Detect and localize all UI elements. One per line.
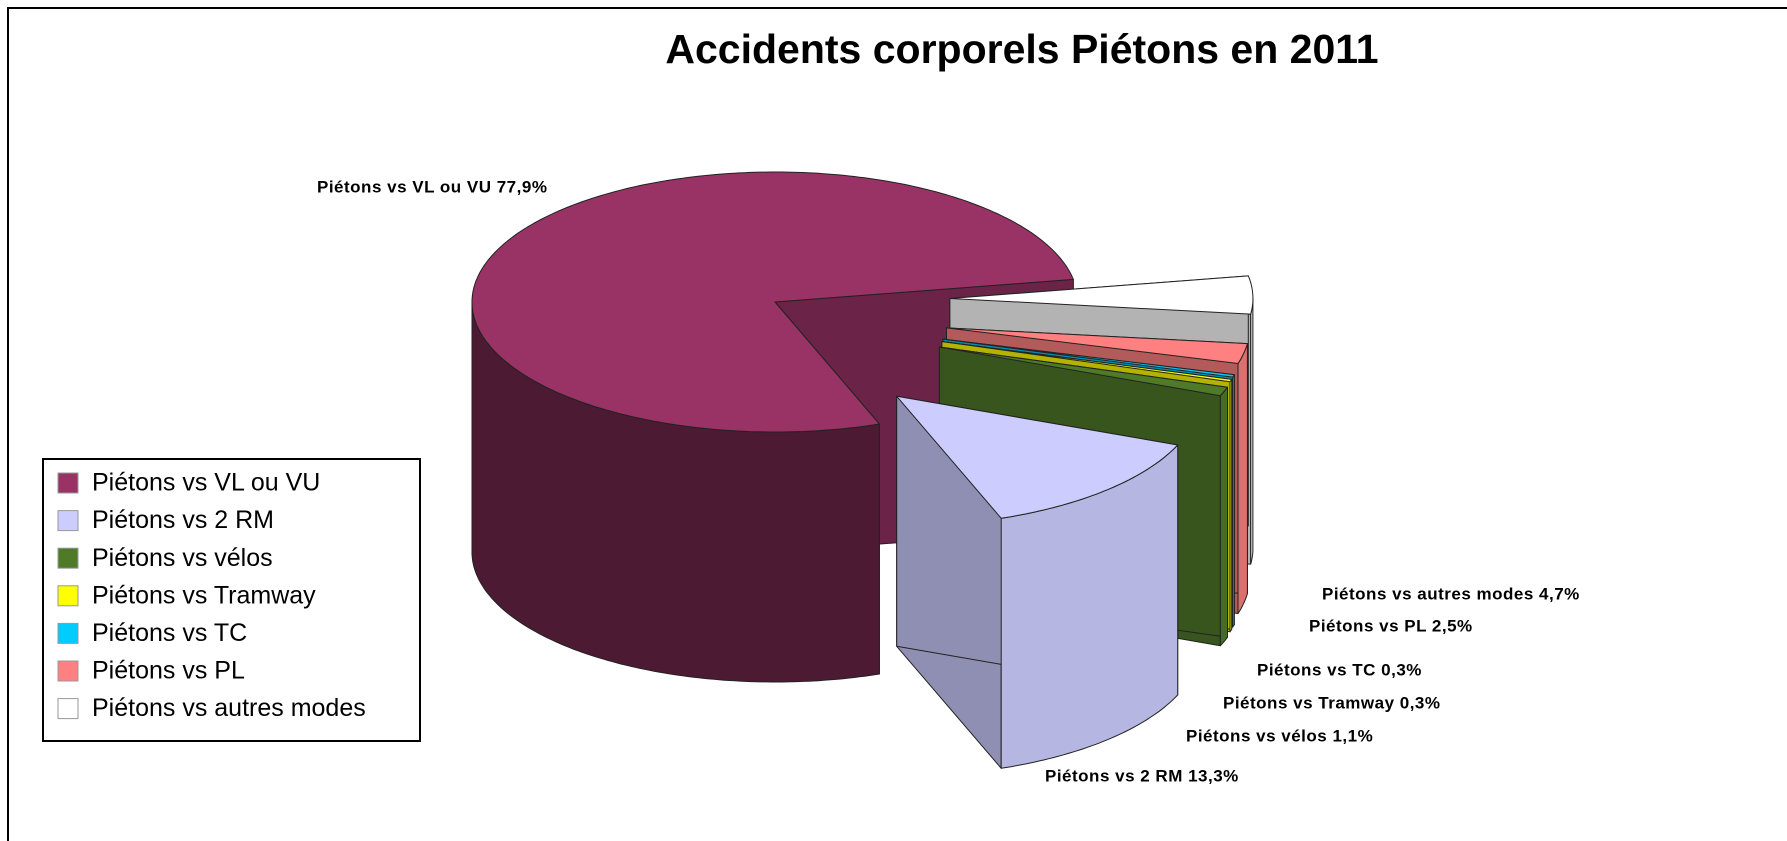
legend-label: Piétons vs VL ou VU — [92, 469, 320, 497]
slice — [471, 171, 1074, 433]
legend-label: Piétons vs autres modes — [92, 694, 366, 722]
legend-swatch — [57, 585, 79, 607]
chart-title: Accidents corporels Piétons en 2011 — [665, 26, 1378, 72]
slice-wall — [1219, 386, 1228, 647]
slice — [946, 327, 1248, 364]
legend-label: Piétons vs 2 RM — [92, 506, 274, 534]
pie — [471, 171, 1254, 769]
data-label: Piétons vs PL 2,5% — [1309, 616, 1473, 635]
slice — [949, 275, 1254, 315]
data-label: Piétons vs vélos 1,1% — [1186, 726, 1373, 745]
slice — [938, 346, 1228, 397]
slice — [942, 338, 1235, 378]
labels: Piétons vs VL ou VU 77,9% Piétons vs 2 RM… — [317, 177, 1580, 785]
legend-swatch — [57, 698, 79, 720]
slice — [896, 395, 1179, 519]
legend: Piétons vs VL ou VU Piétons vs 2 RM Piéton… — [57, 469, 366, 722]
legend-label: Piétons vs vélos — [92, 544, 273, 572]
legend-swatch — [57, 660, 79, 682]
legend-box — [42, 458, 421, 742]
slice-wall — [1232, 374, 1235, 628]
slice-wall — [1237, 343, 1248, 614]
data-label: Piétons vs VL ou VU 77,9% — [317, 177, 547, 196]
legend-swatch — [57, 472, 79, 494]
legend-swatch — [57, 510, 79, 532]
legend-label: Piétons vs PL — [92, 657, 245, 685]
legend-swatch — [57, 547, 79, 569]
data-label: Piétons vs autres modes 4,7% — [1322, 584, 1580, 603]
data-label: Piétons vs Tramway 0,3% — [1223, 693, 1441, 712]
data-label: Piétons vs 2 RM 13,3% — [1045, 766, 1239, 785]
legend-swatch — [57, 622, 79, 644]
slice — [941, 341, 1233, 383]
legend-label: Piétons vs Tramway — [92, 581, 316, 609]
slice-wall — [1229, 378, 1233, 633]
slice-wall — [1250, 298, 1254, 565]
data-label: Piétons vs TC 0,3% — [1257, 660, 1422, 679]
legend-label: Piétons vs TC — [92, 619, 247, 647]
chart-frame — [7, 7, 1787, 841]
